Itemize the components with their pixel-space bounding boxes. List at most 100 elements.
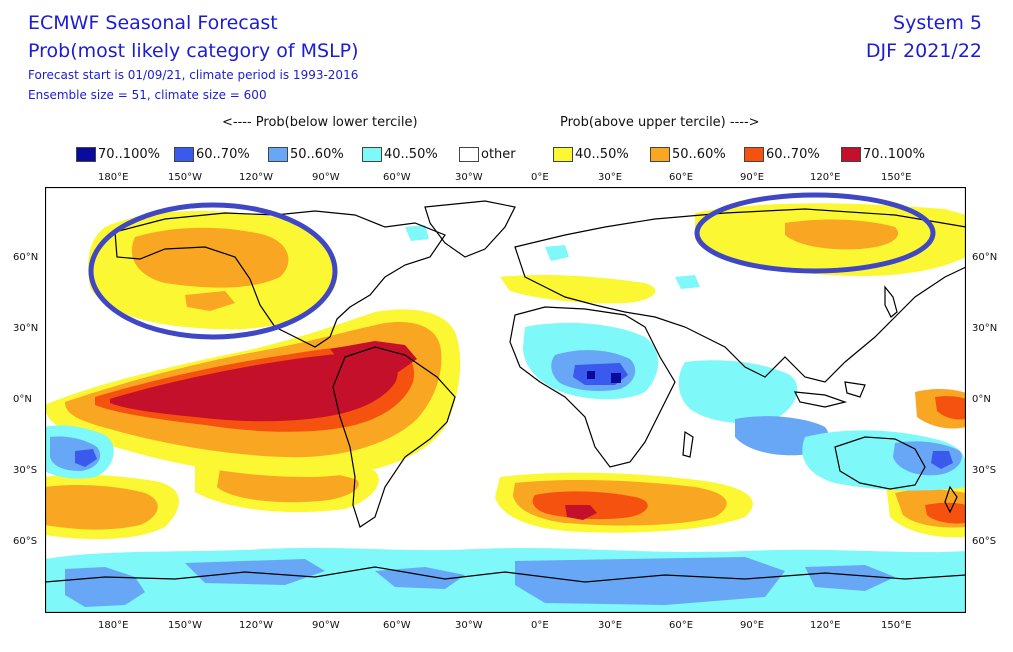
north-pacific-orange-small [185, 291, 235, 311]
season-label: DJF 2021/22 [865, 40, 982, 62]
forecast-start-info: Forecast start is 01/09/21, climate peri… [28, 68, 359, 82]
lat-tick-left: 30°N [13, 323, 39, 334]
antarctica-coast [45, 566, 966, 583]
legend-label: 70..100% [863, 146, 925, 162]
forecast-title: ECMWF Seasonal Forecast [28, 12, 278, 34]
lon-tick-bottom: 150°W [168, 620, 202, 631]
legend-label: other [481, 146, 516, 162]
highlight-ellipse-north-america [88, 202, 338, 340]
indonesia-coast [793, 381, 866, 408]
lon-tick-top: 90°E [740, 172, 765, 183]
legend-item: 50..60% [650, 145, 726, 163]
indian-ocean-cyan [678, 360, 798, 424]
legend-swatch [650, 146, 670, 162]
lon-tick-top: 60°E [669, 172, 694, 183]
ensemble-size-info: Ensemble size = 51, climate size = 600 [28, 88, 267, 102]
legend-label: 50..60% [290, 146, 344, 162]
forecast-map [45, 187, 966, 613]
lon-tick-bottom: 150°E [881, 620, 912, 631]
legend-swatch [744, 146, 764, 162]
east-pacific-red [935, 396, 966, 420]
legend-item: 70..100% [841, 145, 925, 163]
lat-tick-right: 60°S [972, 536, 997, 547]
legend-swatch [841, 146, 861, 162]
lon-tick-bottom: 120°W [239, 620, 273, 631]
legend-label: 40..50% [575, 146, 629, 162]
lon-tick-top: 30°W [455, 172, 483, 183]
forecast-subtitle: Prob(most likely category of MSLP) [28, 40, 359, 62]
legend-swatch [553, 146, 573, 162]
lat-tick-right: 30°N [972, 323, 998, 334]
antarctic-blue-patches [65, 557, 895, 607]
madagascar-coast [682, 430, 694, 458]
lon-tick-bottom: 30°W [455, 620, 483, 631]
legend-label: 70..100% [98, 146, 160, 162]
eurasia-coast [514, 208, 966, 383]
legend-label: 40..50% [384, 146, 438, 162]
lon-tick-top: 120°E [810, 172, 841, 183]
lon-tick-bottom: 60°W [383, 620, 411, 631]
lat-tick-right: 30°S [972, 465, 997, 476]
lat-tick-right: 0°N [972, 394, 991, 405]
south-america-coast [332, 346, 456, 528]
system-label: System 5 [893, 12, 982, 34]
legend-swatch [76, 146, 96, 162]
lon-tick-bottom: 120°E [810, 620, 841, 631]
africa-coast [509, 306, 676, 468]
lat-tick-left: 30°S [13, 465, 38, 476]
north-atlantic-yellow [500, 274, 656, 304]
legend-item: 40..50% [362, 145, 438, 163]
north-america-coast [114, 210, 446, 348]
lon-tick-top: 0°E [531, 172, 549, 183]
lon-tick-bottom: 90°E [740, 620, 765, 631]
west-pacific-darkblue [75, 449, 97, 467]
lon-tick-top: 150°E [881, 172, 912, 183]
lon-tick-bottom: 60°E [669, 620, 694, 631]
lon-tick-bottom: 0°E [531, 620, 549, 631]
australia-darkblue [931, 451, 953, 469]
legend-item: 50..60% [268, 145, 344, 163]
siberia-orange [785, 219, 899, 250]
lat-tick-left: 0°N [13, 394, 32, 405]
south-pacific-west-orange [45, 485, 158, 530]
legend-item: other [459, 145, 516, 163]
legend-swatch [459, 146, 479, 162]
lon-tick-top: 120°W [239, 172, 273, 183]
lat-tick-left: 60°S [13, 536, 38, 547]
lat-tick-right: 60°N [972, 252, 998, 263]
above-tercile-label: Prob(above upper tercile) ----> [560, 115, 760, 130]
new-zealand-coast [944, 485, 958, 514]
japan-coast [884, 285, 898, 318]
south-pacific-east-orange2 [217, 468, 359, 503]
legend-label: 50..60% [672, 146, 726, 162]
coastlines [45, 200, 966, 583]
legend-item: 40..50% [553, 145, 629, 163]
legend-swatch [174, 146, 194, 162]
highlight-ellipse-siberia [694, 192, 936, 274]
greenland-coast [424, 200, 516, 258]
lon-tick-top: 90°W [312, 172, 340, 183]
lat-tick-left: 60°N [13, 252, 39, 263]
equatorial-pacific-darkred [110, 352, 398, 422]
below-tercile-label: <---- Prob(below lower tercile) [222, 115, 418, 130]
south-indian-east-red [925, 502, 966, 524]
lon-tick-top: 150°W [168, 172, 202, 183]
legend-label: 60..70% [196, 146, 250, 162]
africa-darkblue [587, 371, 621, 383]
legend-item: 60..70% [174, 145, 250, 163]
lon-tick-bottom: 30°E [598, 620, 623, 631]
south-atlantic-red [532, 491, 648, 520]
map-frame [45, 187, 966, 613]
legend-swatch [268, 146, 288, 162]
lon-tick-bottom: 180°E [98, 620, 129, 631]
north-pacific-orange [131, 227, 289, 288]
legend-item: 60..70% [744, 145, 820, 163]
lon-tick-top: 30°E [598, 172, 623, 183]
legend-item: 70..100% [76, 145, 160, 163]
europe-cyan-patch [405, 225, 700, 289]
caribbean-darkred [330, 341, 417, 375]
lon-tick-top: 60°W [383, 172, 411, 183]
lon-tick-top: 180°E [98, 172, 129, 183]
legend-swatch [362, 146, 382, 162]
legend-label: 60..70% [766, 146, 820, 162]
